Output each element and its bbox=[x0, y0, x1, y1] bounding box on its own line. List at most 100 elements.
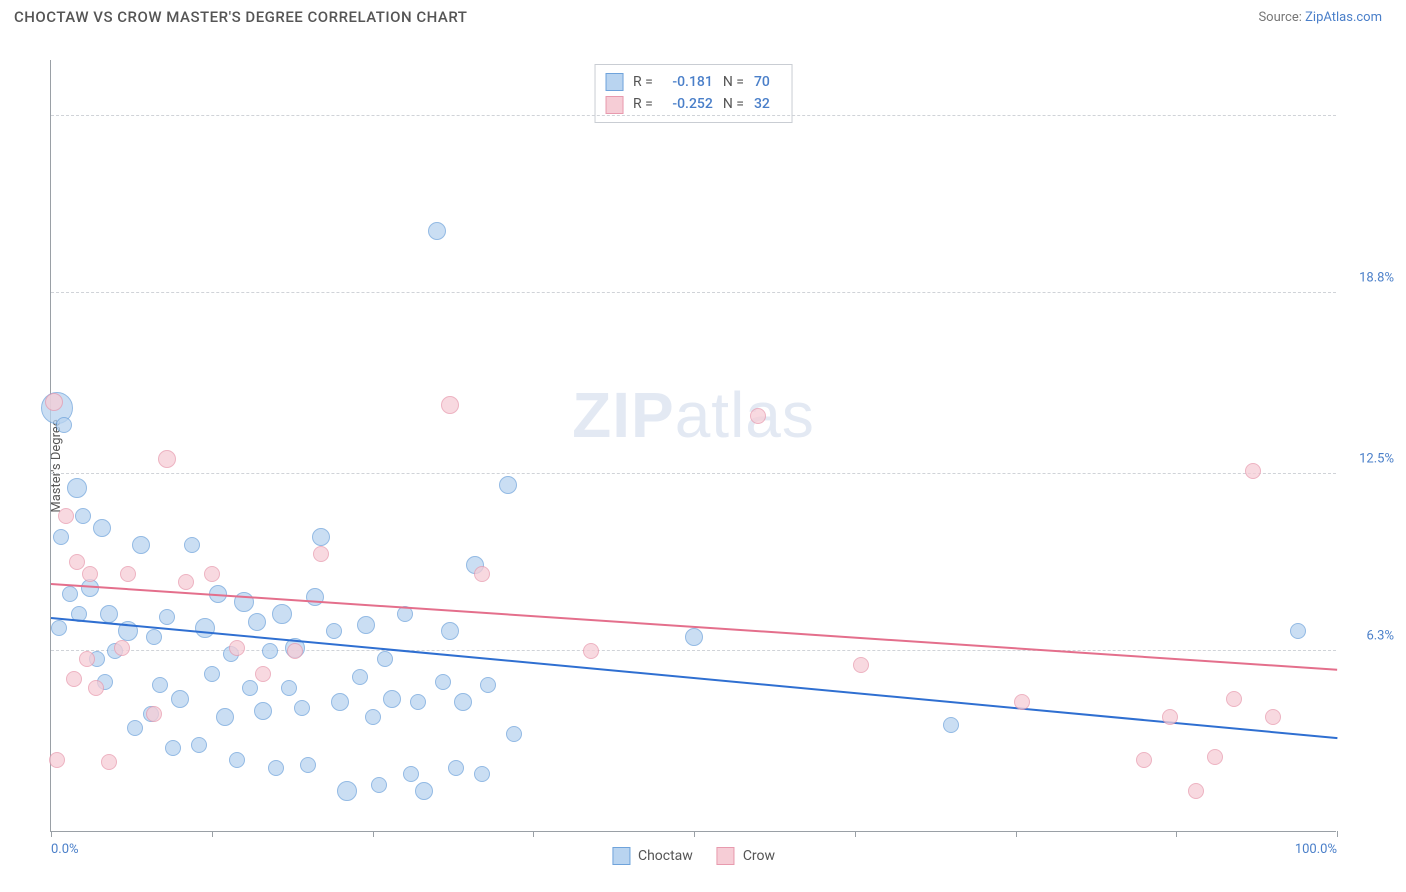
n-value: 70 bbox=[754, 71, 778, 93]
data-point bbox=[287, 643, 303, 659]
source-label: Source: bbox=[1258, 10, 1301, 25]
data-point bbox=[1188, 783, 1204, 799]
data-point bbox=[66, 671, 82, 687]
data-point bbox=[248, 613, 266, 631]
r-value: -0.181 bbox=[663, 71, 713, 93]
y-tick-label: 18.8% bbox=[1359, 271, 1394, 286]
stats-row: R =-0.181N =70 bbox=[605, 71, 778, 93]
x-tick bbox=[1176, 831, 1177, 837]
legend-item: Crow bbox=[717, 847, 775, 865]
data-point bbox=[313, 546, 329, 562]
data-point bbox=[53, 529, 69, 545]
data-point bbox=[1245, 463, 1261, 479]
data-point bbox=[93, 519, 111, 537]
x-tick-label: 0.0% bbox=[51, 842, 79, 857]
data-point bbox=[281, 680, 297, 696]
data-point bbox=[480, 677, 496, 693]
data-point bbox=[114, 640, 130, 656]
data-point bbox=[178, 574, 194, 590]
data-point bbox=[1265, 709, 1281, 725]
data-point bbox=[383, 690, 401, 708]
x-tick bbox=[1337, 831, 1338, 837]
data-point bbox=[1014, 694, 1030, 710]
data-point bbox=[331, 693, 349, 711]
gridline bbox=[51, 115, 1336, 116]
data-point bbox=[750, 408, 766, 424]
data-point bbox=[300, 757, 316, 773]
data-point bbox=[49, 752, 65, 768]
data-point bbox=[371, 777, 387, 793]
chart-container: Master's Degree ZIPatlas R =-0.181N =70R… bbox=[0, 40, 1406, 892]
data-point bbox=[377, 651, 393, 667]
x-tick-label: 100.0% bbox=[1295, 842, 1337, 857]
data-point bbox=[242, 680, 258, 696]
data-point bbox=[88, 680, 104, 696]
data-point bbox=[853, 657, 869, 673]
r-label: R = bbox=[633, 93, 653, 115]
data-point bbox=[410, 694, 426, 710]
source-attribution: Source: ZipAtlas.com bbox=[1258, 10, 1382, 25]
data-point bbox=[337, 781, 357, 801]
data-point bbox=[357, 616, 375, 634]
y-tick-label: 6.3% bbox=[1366, 628, 1394, 643]
watermark: ZIPatlas bbox=[572, 378, 815, 452]
data-point bbox=[474, 566, 490, 582]
data-point bbox=[1136, 752, 1152, 768]
data-point bbox=[254, 702, 272, 720]
data-point bbox=[62, 586, 78, 602]
stats-legend: R =-0.181N =70R =-0.252N =32 bbox=[594, 64, 793, 123]
data-point bbox=[79, 651, 95, 667]
data-point bbox=[184, 537, 200, 553]
data-point bbox=[67, 478, 87, 498]
data-point bbox=[146, 706, 162, 722]
x-tick bbox=[694, 831, 695, 837]
data-point bbox=[506, 726, 522, 742]
data-point bbox=[56, 417, 72, 433]
data-point bbox=[312, 528, 330, 546]
data-point bbox=[204, 666, 220, 682]
x-tick bbox=[373, 831, 374, 837]
data-point bbox=[120, 566, 136, 582]
x-tick bbox=[51, 831, 52, 837]
r-value: -0.252 bbox=[663, 93, 713, 115]
data-point bbox=[195, 618, 215, 638]
data-point bbox=[204, 566, 220, 582]
data-point bbox=[428, 222, 446, 240]
data-point bbox=[159, 609, 175, 625]
data-point bbox=[100, 605, 118, 623]
data-point bbox=[415, 782, 433, 800]
data-point bbox=[165, 740, 181, 756]
series-legend: Choctaw Crow bbox=[612, 847, 775, 865]
data-point bbox=[268, 760, 284, 776]
legend-label: Crow bbox=[743, 848, 775, 864]
legend-swatch bbox=[605, 96, 623, 114]
plot-area: ZIPatlas R =-0.181N =70R =-0.252N =32 Ch… bbox=[50, 60, 1336, 832]
chart-title: CHOCTAW VS CROW MASTER'S DEGREE CORRELAT… bbox=[14, 8, 467, 26]
data-point bbox=[454, 693, 472, 711]
y-tick-label: 12.5% bbox=[1359, 451, 1394, 466]
data-point bbox=[1162, 709, 1178, 725]
data-point bbox=[229, 640, 245, 656]
data-point bbox=[435, 674, 451, 690]
data-point bbox=[82, 566, 98, 582]
x-tick bbox=[1016, 831, 1017, 837]
data-point bbox=[132, 536, 150, 554]
data-point bbox=[943, 717, 959, 733]
n-label: N = bbox=[723, 93, 744, 115]
data-point bbox=[352, 669, 368, 685]
data-point bbox=[51, 620, 67, 636]
data-point bbox=[171, 690, 189, 708]
data-point bbox=[262, 643, 278, 659]
data-point bbox=[101, 754, 117, 770]
source-link[interactable]: ZipAtlas.com bbox=[1305, 10, 1382, 25]
x-tick bbox=[212, 831, 213, 837]
data-point bbox=[45, 393, 63, 411]
data-point bbox=[448, 760, 464, 776]
data-point bbox=[1290, 623, 1306, 639]
data-point bbox=[1207, 749, 1223, 765]
data-point bbox=[146, 629, 162, 645]
gridline bbox=[51, 292, 1336, 293]
legend-item: Choctaw bbox=[612, 847, 693, 865]
data-point bbox=[499, 476, 517, 494]
legend-swatch bbox=[717, 847, 735, 865]
